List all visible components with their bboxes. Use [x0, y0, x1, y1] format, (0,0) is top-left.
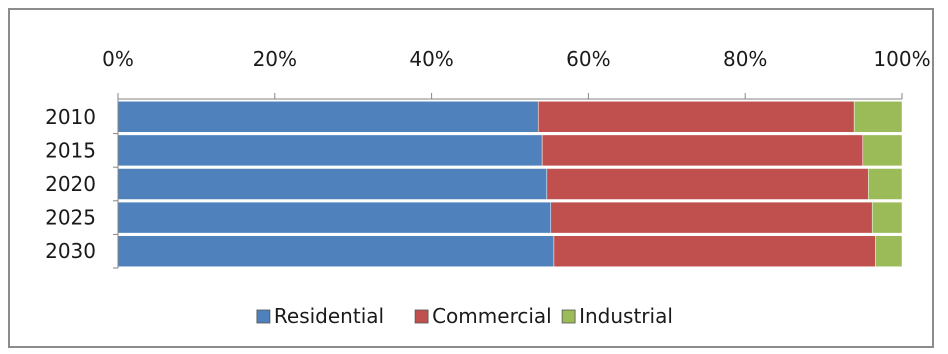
legend: Residential Commercial Industrial	[256, 304, 673, 328]
bar-segment-residential	[117, 235, 555, 267]
bar-segment-industrial	[868, 168, 903, 200]
bar-segment-residential	[117, 134, 543, 167]
bar-segment-industrial	[853, 101, 903, 133]
bar-segment-industrial	[875, 235, 903, 267]
legend-label: Commercial	[432, 304, 552, 328]
plot-area	[117, 101, 903, 267]
legend-swatch	[256, 309, 271, 324]
legend-label: Residential	[274, 304, 384, 328]
x-tick-label: 80%	[723, 47, 767, 71]
x-tick-label: 100%	[873, 47, 930, 71]
x-tick-label: 40%	[409, 47, 453, 71]
bar-segment-residential	[117, 168, 548, 200]
category-label: 2020	[45, 172, 96, 196]
category-label: 2025	[45, 206, 96, 230]
legend-item-industrial: Industrial	[561, 304, 673, 328]
x-axis: 0% 20% 40% 60% 80% 100%	[102, 47, 931, 100]
bar-segment-residential	[117, 101, 539, 133]
legend-label: Industrial	[579, 304, 673, 328]
bar-segment-industrial	[871, 201, 903, 234]
legend-swatch	[414, 309, 429, 324]
bar-segment-industrial	[862, 134, 903, 167]
category-label: 2015	[45, 138, 96, 162]
legend-item-commercial: Commercial	[414, 304, 552, 328]
bar-segment-commercial	[546, 168, 869, 200]
bar-segment-commercial	[541, 134, 864, 167]
bar-segment-commercial	[553, 235, 876, 267]
category-label: 2010	[45, 105, 96, 129]
x-tick-label: 20%	[253, 47, 297, 71]
bar-segment-commercial	[550, 201, 873, 234]
x-tick-label: 0%	[102, 47, 134, 71]
category-label: 2030	[45, 239, 96, 263]
x-tick-label: 60%	[566, 47, 610, 71]
y-axis: 2010 2015 2020 2025 2030	[45, 99, 119, 269]
legend-item-residential: Residential	[256, 304, 384, 328]
bar-segment-commercial	[537, 101, 855, 133]
bar-segment-residential	[117, 201, 552, 234]
legend-swatch	[561, 309, 576, 324]
